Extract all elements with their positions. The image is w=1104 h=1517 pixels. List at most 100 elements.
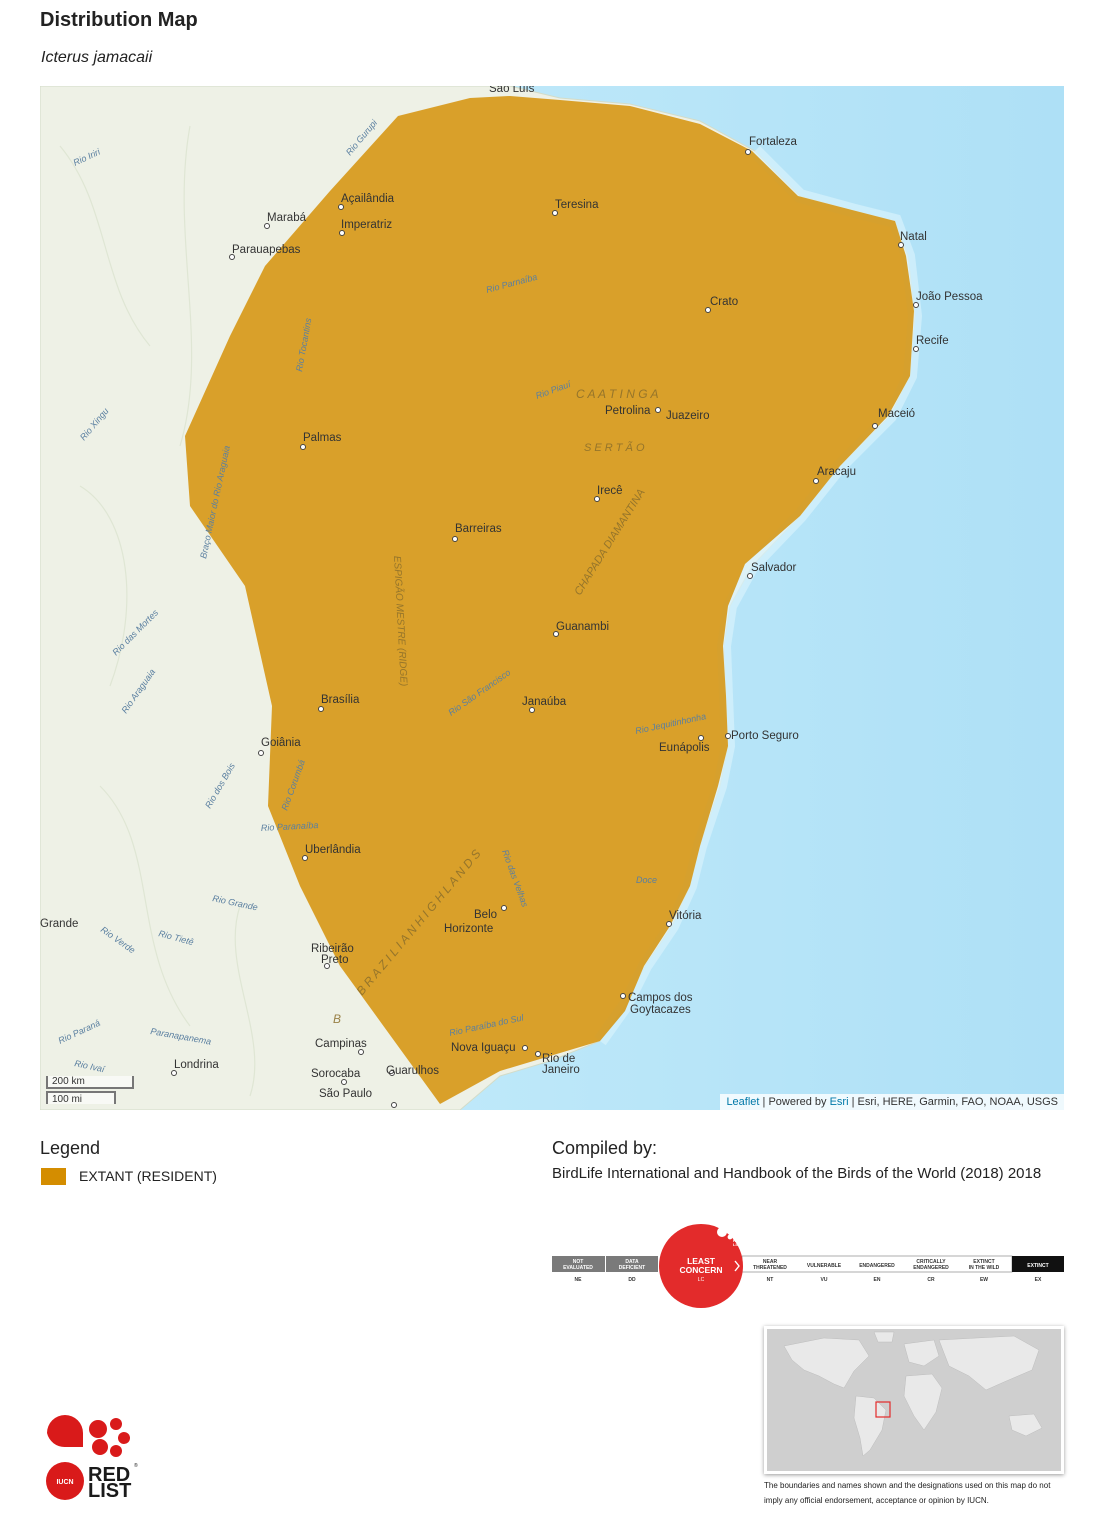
label-aracaju: Aracaju xyxy=(817,466,856,478)
label-palmas: Palmas xyxy=(303,432,342,444)
label-juazeiro: Juazeiro xyxy=(666,410,709,422)
code-ew: EW xyxy=(980,1277,988,1283)
label-ribeirao: Ribeirão xyxy=(311,943,354,955)
label-guanambi: Guanambi xyxy=(556,621,609,633)
current-status-circle xyxy=(659,1224,743,1308)
world-minimap xyxy=(764,1326,1064,1474)
category-dd xyxy=(606,1256,658,1272)
code-cr: CR xyxy=(927,1277,935,1283)
label-crato: Crato xyxy=(710,296,738,308)
map-scale: 200 km 100 mi xyxy=(46,1076,134,1105)
category-ne xyxy=(552,1256,605,1272)
cat-ne-line1: NOT xyxy=(573,1259,584,1265)
category-ex xyxy=(1012,1256,1064,1272)
label-maraba: Marabá xyxy=(267,212,307,224)
chevron-right-icon xyxy=(734,1260,740,1272)
iucn-red-list-logo: IUCN RED LIST ® xyxy=(46,1415,138,1501)
label-acailandia: Açailândia xyxy=(341,193,395,205)
label-irece: Irecê xyxy=(597,485,623,497)
map-disclaimer: The boundaries and names shown and the d… xyxy=(764,1481,1051,1505)
label-sertao: S E R T Ã O xyxy=(584,441,645,454)
label-grande: Grande xyxy=(40,918,78,930)
label-janauba: Janaúba xyxy=(522,696,567,708)
cat-nt-line1: NEAR xyxy=(763,1259,778,1265)
label-preto: Preto xyxy=(321,954,349,966)
cat-dd-line2: DEFICIENT xyxy=(619,1265,645,1271)
current-status-line1: LEAST xyxy=(687,1256,716,1266)
cat-ew-line2: IN THE WILD xyxy=(969,1265,1000,1271)
esri-link[interactable]: Esri xyxy=(829,1096,849,1108)
logo-badge-text: IUCN xyxy=(56,1479,73,1486)
cat-ne-line2: EVALUATED xyxy=(563,1265,593,1271)
code-vu: VU xyxy=(821,1277,828,1283)
logo-mark: ® xyxy=(134,1462,138,1469)
label-goytacazes: Goytacazes xyxy=(630,1004,691,1016)
logo-list: LIST xyxy=(88,1480,131,1501)
label-natal: Natal xyxy=(900,231,927,243)
compiled-text: BirdLife International and Handbook of t… xyxy=(552,1165,1042,1182)
map-attribution: Leaflet | Powered by Esri | Esri, HERE, … xyxy=(720,1094,1064,1110)
legend-label-extant: EXTANT (RESIDENT) xyxy=(79,1168,217,1184)
cat-nt-line2: THREATENED xyxy=(753,1265,787,1271)
label-petrolina: Petrolina xyxy=(605,405,651,417)
scale-km: 200 km xyxy=(46,1076,134,1089)
distribution-map[interactable]: São Luís Fortaleza Teresina Açailândia I… xyxy=(40,86,1064,1110)
label-sao-paulo: São Paulo xyxy=(319,1088,372,1100)
badge-list: LIST xyxy=(733,1242,742,1247)
label-londrina: Londrina xyxy=(174,1059,219,1071)
scale-mi: 100 mi xyxy=(46,1091,116,1105)
label-rio-de: Rio de xyxy=(542,1053,575,1065)
label-goiania: Goiânia xyxy=(261,737,301,749)
range-extant-resident[interactable] xyxy=(185,96,914,1104)
label-caatinga: C A A T I N G A xyxy=(576,387,658,401)
cat-vu-line2: VULNERABLE xyxy=(807,1263,842,1269)
label-teresina: Teresina xyxy=(555,199,599,211)
world-landmasses xyxy=(783,1331,1043,1457)
legend-swatch-extant xyxy=(41,1168,66,1185)
label-campos-dos: Campos dos xyxy=(628,992,693,1004)
label-salvador: Salvador xyxy=(751,562,797,574)
cat-en-line2: ENDANGERED xyxy=(859,1263,895,1269)
code-ex: EX xyxy=(1035,1277,1042,1283)
label-brasilia: Brasília xyxy=(321,694,360,706)
label-fortaleza: Fortaleza xyxy=(749,136,798,148)
place-markers xyxy=(171,149,919,1108)
code-nt: NT xyxy=(767,1277,774,1283)
label-sorocaba: Sorocaba xyxy=(311,1068,361,1080)
badge-red: RED xyxy=(733,1238,742,1243)
cat-cr-line1: CRITICALLY xyxy=(916,1259,946,1265)
label-parauapebas: Parauapebas xyxy=(232,244,301,256)
city-labels: São Luís Fortaleza Teresina Açailândia I… xyxy=(40,86,983,1100)
map-canvas[interactable]: São Luís Fortaleza Teresina Açailândia I… xyxy=(40,86,1064,1110)
code-ne: NE xyxy=(575,1277,583,1283)
label-vitoria: Vitória xyxy=(669,910,702,922)
label-barreiras: Barreiras xyxy=(455,523,502,535)
redlist-status-bar: NOT EVALUATED DATA DEFICIENT EXTINCT NEA… xyxy=(552,1224,1064,1308)
label-maceio: Maceió xyxy=(878,408,915,420)
label-horizonte: Horizonte xyxy=(444,923,493,935)
leaflet-link[interactable]: Leaflet xyxy=(726,1096,760,1108)
label-campinas: Campinas xyxy=(315,1038,367,1050)
minimap-extent-box xyxy=(875,1401,891,1418)
label-eunapolis: Eunápolis xyxy=(659,742,710,754)
logo-red: RED xyxy=(88,1464,130,1486)
page-title: Distribution Map xyxy=(40,9,198,31)
coast-shallows xyxy=(594,146,923,1046)
code-dd: DD xyxy=(628,1277,636,1283)
label-rio-paranaiba: Rio Paranaíba xyxy=(261,820,319,833)
species-name: Icterus jamacaii xyxy=(41,49,153,66)
compiled-title: Compiled by: xyxy=(552,1138,658,1158)
label-uberlandia: Uberlândia xyxy=(305,844,361,856)
label-imperatriz: Imperatriz xyxy=(341,219,392,231)
label-b: B xyxy=(333,1012,341,1026)
code-en: EN xyxy=(874,1277,881,1283)
label-belo: Belo xyxy=(474,909,497,921)
current-status-code: LC xyxy=(698,1277,705,1283)
cat-dd-line1: DATA xyxy=(625,1259,639,1265)
cat-ew-line1: EXTINCT xyxy=(973,1259,994,1265)
attribution-powered: | Powered by xyxy=(759,1096,830,1108)
label-nova-iguacu: Nova Iguaçu xyxy=(451,1042,516,1054)
current-status-line2: CONCERN xyxy=(680,1265,723,1275)
label-recife: Recife xyxy=(916,335,949,347)
current-status-badge-icon xyxy=(717,1226,737,1240)
